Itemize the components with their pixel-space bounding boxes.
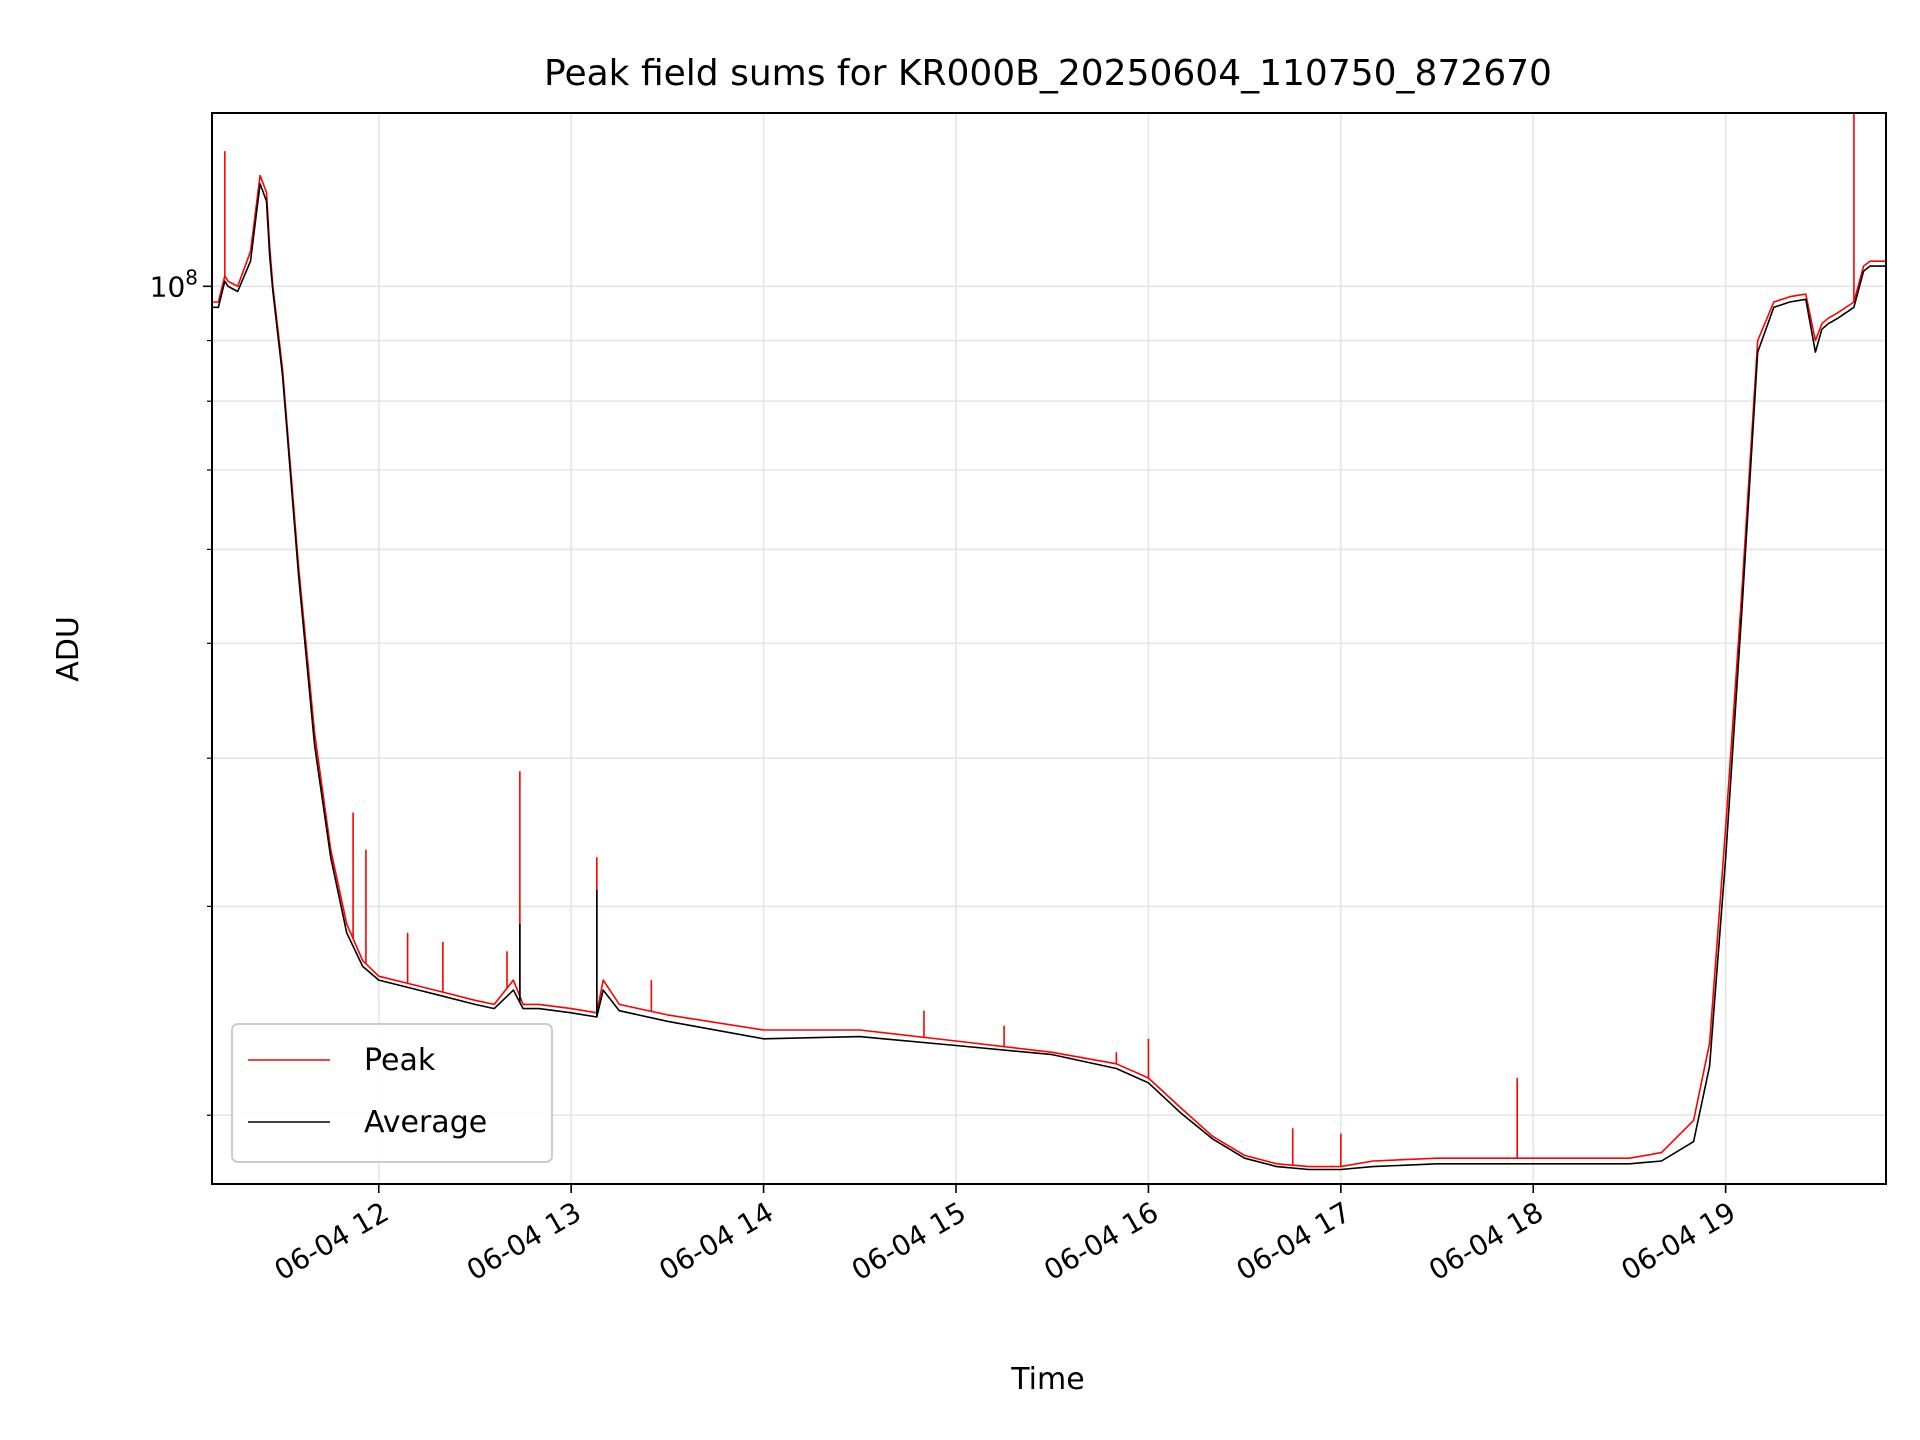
legend: Peak Average [231,1023,553,1163]
chart-title: Peak field sums for KR000B_20250604_1107… [544,53,1552,94]
legend-average-label: Average [364,1105,487,1140]
grid [212,113,1886,1184]
y-axis-title: ADU [51,616,86,682]
legend-box [231,1023,553,1163]
y-tick-label: 108 [150,265,198,303]
series-average [212,183,1886,1171]
x-axis-title: Time [1010,1362,1084,1397]
legend-peak-label: Peak [364,1043,436,1078]
plot-frame [211,112,1887,1185]
series-line-average [212,183,1886,1171]
series-group [212,113,1886,1171]
